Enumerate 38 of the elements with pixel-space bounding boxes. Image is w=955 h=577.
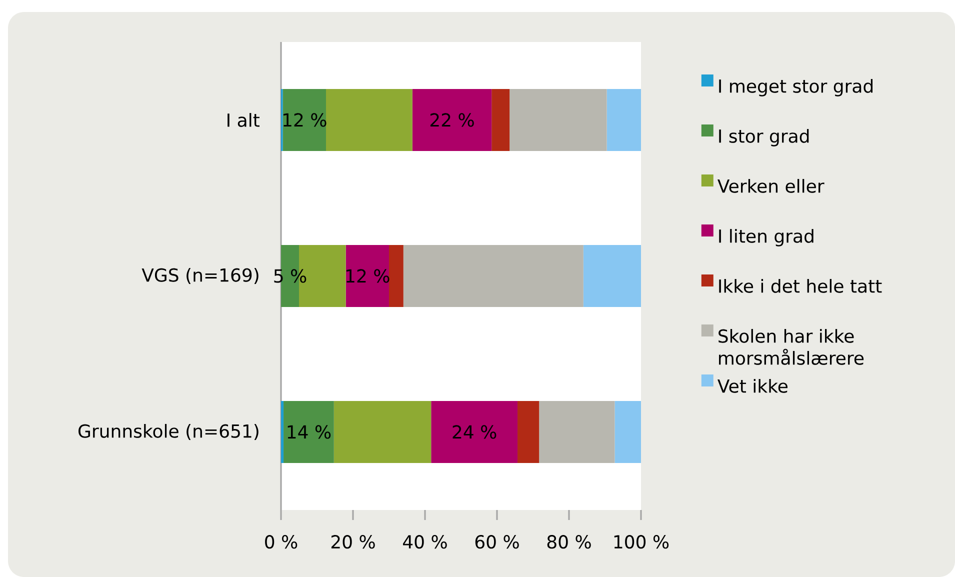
bar bbox=[583, 244, 641, 307]
bar bbox=[282, 88, 326, 151]
x-tick-label: 40 % bbox=[403, 535, 447, 549]
bar bbox=[334, 400, 432, 463]
legend-label: I liten grad bbox=[719, 228, 814, 246]
data-label: 12 % bbox=[284, 113, 326, 127]
legend-label: Ikke i det hele tatt bbox=[719, 278, 882, 293]
legend-label: I stor grad bbox=[719, 128, 809, 146]
bar bbox=[389, 244, 404, 307]
legend-label: I meget stor grad bbox=[719, 78, 873, 96]
legend-label: Verken eller bbox=[718, 178, 824, 193]
data-label: 14 % bbox=[288, 425, 331, 439]
bar bbox=[281, 400, 284, 463]
bar bbox=[614, 400, 641, 463]
x-tick-label: 80 % bbox=[547, 535, 591, 549]
y-tick-label: VGS (n=169) bbox=[142, 268, 258, 284]
bar bbox=[326, 88, 412, 151]
x-tick-label: 100 % bbox=[614, 535, 669, 549]
bar bbox=[492, 88, 510, 151]
x-tick-label: 0 % bbox=[265, 535, 298, 549]
bar bbox=[346, 244, 389, 307]
bar bbox=[403, 244, 584, 307]
data-label: 22 % bbox=[430, 113, 474, 127]
data-label: 12 % bbox=[346, 269, 390, 283]
bar bbox=[539, 400, 615, 463]
legend-label: Vet ikke bbox=[718, 378, 788, 393]
legend-label: Skolen har ikke morsmålslærere bbox=[718, 328, 864, 365]
x-tick-label: 60 % bbox=[475, 535, 519, 549]
y-tick-label: Grunnskole (n=651) bbox=[78, 424, 258, 440]
bar bbox=[510, 88, 607, 151]
y-tick-label: I alt bbox=[228, 113, 260, 127]
bar bbox=[606, 88, 641, 151]
bar bbox=[284, 400, 334, 463]
bar bbox=[518, 400, 540, 463]
data-label: 24 % bbox=[452, 425, 496, 439]
bar bbox=[412, 88, 492, 151]
bar bbox=[431, 400, 518, 463]
x-tick-label: 20 % bbox=[331, 535, 375, 549]
